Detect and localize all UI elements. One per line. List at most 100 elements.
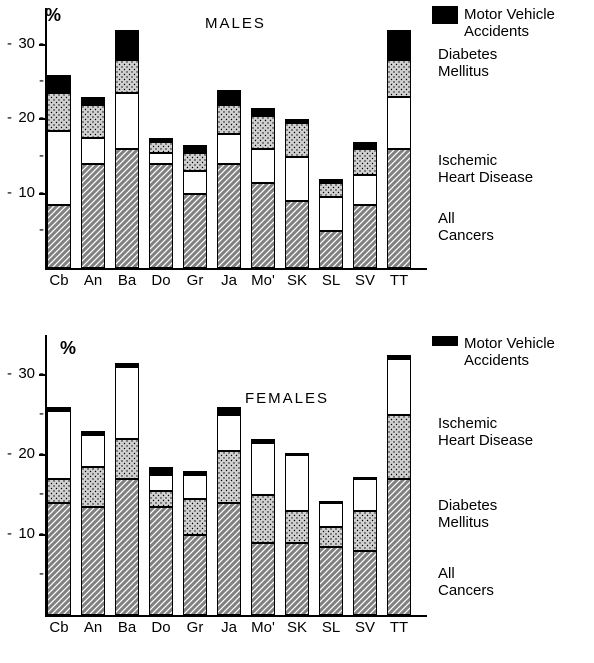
females-seg-cancers bbox=[115, 479, 139, 615]
males-seg-mva bbox=[217, 90, 241, 105]
females-y-dash: - bbox=[39, 445, 44, 462]
males-seg-cancers bbox=[183, 194, 207, 268]
males-seg-ihd bbox=[149, 153, 173, 164]
males-bar-Gr bbox=[183, 8, 207, 268]
females-y-dash: - bbox=[7, 365, 12, 382]
males-y-dash: - bbox=[7, 35, 12, 52]
figure: %MALES-10--20--30----CbAnBaDoGrJaMo'SKSL… bbox=[0, 0, 594, 663]
males-bar-Do bbox=[149, 8, 173, 268]
females-x-label: Mo' bbox=[246, 619, 280, 636]
females-seg-ihd bbox=[183, 475, 207, 499]
females-seg-diabetes bbox=[319, 527, 343, 547]
females-seg-mva bbox=[217, 407, 241, 415]
males-bar-Ja bbox=[217, 8, 241, 268]
males-y-dash: - bbox=[7, 184, 12, 201]
females-seg-ihd bbox=[81, 435, 105, 467]
females-seg-diabetes bbox=[285, 511, 309, 543]
males-seg-ihd bbox=[319, 197, 343, 230]
males-bar-SV bbox=[353, 8, 377, 268]
females-bar-SL bbox=[319, 335, 343, 615]
females-bar-SV bbox=[353, 335, 377, 615]
females-seg-cancers bbox=[387, 479, 411, 615]
males-y-tick-label: 10 bbox=[15, 184, 35, 201]
males-seg-mva bbox=[353, 142, 377, 149]
females-legend-swatch-mva bbox=[432, 336, 458, 346]
females-y-dash: - bbox=[7, 445, 12, 462]
males-seg-diabetes bbox=[319, 183, 343, 198]
females-x-label: Ba bbox=[110, 619, 144, 636]
males-seg-diabetes bbox=[285, 123, 309, 156]
females-x-label: SL bbox=[314, 619, 348, 636]
females-y-tick-label: 30 bbox=[15, 365, 35, 382]
males-x-label: SL bbox=[314, 272, 348, 289]
males-seg-cancers bbox=[285, 201, 309, 268]
males-bar-Cb bbox=[47, 8, 71, 268]
females-seg-diabetes bbox=[183, 499, 207, 535]
males-seg-diabetes bbox=[47, 93, 71, 130]
females-seg-cancers bbox=[353, 551, 377, 615]
males-seg-mva bbox=[81, 97, 105, 104]
males-bar-SK bbox=[285, 8, 309, 268]
females-seg-ihd bbox=[353, 479, 377, 511]
males-legend-swatch-mva bbox=[432, 6, 458, 24]
females-seg-mva bbox=[81, 431, 105, 435]
males-x-label: Ba bbox=[110, 272, 144, 289]
males-seg-cancers bbox=[217, 164, 241, 268]
males-seg-mva bbox=[251, 108, 275, 115]
males-bar-Mo' bbox=[251, 8, 275, 268]
males-x-label: SK bbox=[280, 272, 314, 289]
females-seg-cancers bbox=[47, 503, 71, 615]
males-seg-diabetes bbox=[81, 105, 105, 138]
males-seg-cancers bbox=[319, 231, 343, 268]
females-bar-SK bbox=[285, 335, 309, 615]
males-seg-ihd bbox=[183, 171, 207, 193]
males-y-minor-dash: - bbox=[39, 147, 44, 164]
males-seg-cancers bbox=[47, 205, 71, 268]
females-seg-mva bbox=[183, 471, 207, 475]
females-y-minor-dash: - bbox=[39, 565, 44, 582]
females-seg-ihd bbox=[251, 443, 275, 495]
males-legend-diabetes: Diabetes Mellitus bbox=[438, 46, 578, 80]
females-seg-ihd bbox=[319, 503, 343, 527]
females-x-label: SV bbox=[348, 619, 382, 636]
females-seg-cancers bbox=[319, 547, 343, 615]
males-y-tick-label: 30 bbox=[15, 35, 35, 52]
males-y-dash: - bbox=[39, 35, 44, 52]
males-y-dash: - bbox=[39, 109, 44, 126]
females-seg-ihd bbox=[285, 455, 309, 511]
males-seg-mva bbox=[47, 75, 71, 94]
females-seg-diabetes bbox=[81, 467, 105, 507]
females-legend-ihd: Ischemic Heart Disease bbox=[438, 415, 578, 449]
females-seg-cancers bbox=[183, 535, 207, 615]
females-seg-mva bbox=[319, 501, 343, 503]
males-x-label: Cb bbox=[42, 272, 76, 289]
females-seg-diabetes bbox=[115, 439, 139, 479]
females-seg-mva bbox=[115, 363, 139, 367]
males-seg-diabetes bbox=[251, 116, 275, 149]
males-seg-mva bbox=[183, 145, 207, 152]
females-seg-mva bbox=[149, 467, 173, 475]
males-legend-mva: Motor Vehicle Accidents bbox=[464, 6, 594, 40]
females-seg-cancers bbox=[217, 503, 241, 615]
males-seg-ihd bbox=[81, 138, 105, 164]
males-seg-cancers bbox=[251, 183, 275, 268]
females-x-label: Ja bbox=[212, 619, 246, 636]
females-legend-cancers: All Cancers bbox=[438, 565, 578, 599]
males-x-label: Mo' bbox=[246, 272, 280, 289]
females-bar-Ja bbox=[217, 335, 241, 615]
males-seg-mva bbox=[115, 30, 139, 60]
males-seg-mva bbox=[319, 179, 343, 183]
males-x-label: Gr bbox=[178, 272, 212, 289]
females-seg-ihd bbox=[149, 475, 173, 491]
females-seg-mva bbox=[251, 439, 275, 443]
females-y-dash: - bbox=[7, 525, 12, 542]
males-seg-ihd bbox=[115, 93, 139, 149]
males-seg-ihd bbox=[251, 149, 275, 182]
males-seg-ihd bbox=[353, 175, 377, 205]
males-seg-diabetes bbox=[217, 105, 241, 135]
males-x-label: SV bbox=[348, 272, 382, 289]
males-seg-ihd bbox=[47, 131, 71, 205]
females-bar-Mo' bbox=[251, 335, 275, 615]
females-x-label: SK bbox=[280, 619, 314, 636]
females-bar-Cb bbox=[47, 335, 71, 615]
